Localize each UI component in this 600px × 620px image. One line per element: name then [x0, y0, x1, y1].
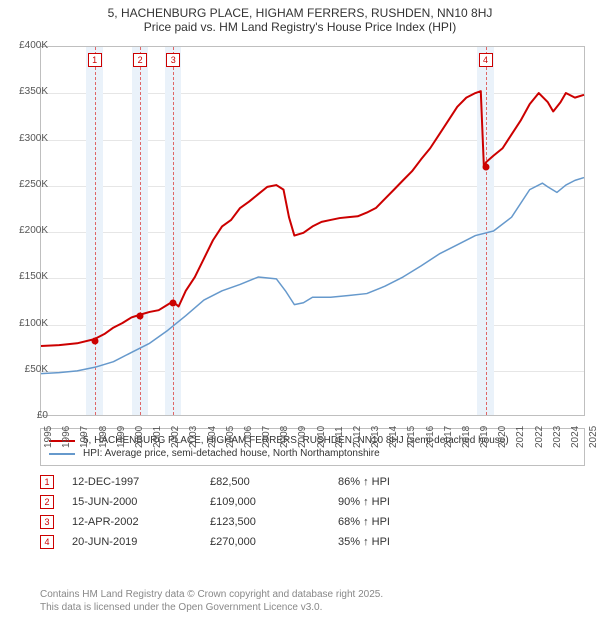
legend-row: HPI: Average price, semi-detached house,… — [49, 448, 576, 459]
sale-dot — [91, 337, 98, 344]
sales-row-price: £123,500 — [210, 516, 320, 528]
sales-row: 4 20-JUN-2019 £270,000 35% ↑ HPI — [40, 532, 585, 552]
sale-dot — [170, 299, 177, 306]
x-axis-label: 2016 — [425, 426, 436, 448]
sales-row-hpi: 35% ↑ HPI — [338, 536, 458, 548]
y-axis-label: £350K — [4, 86, 48, 97]
chart-lines — [41, 47, 584, 415]
sales-row-date: 20-JUN-2019 — [72, 536, 192, 548]
series-hpi — [41, 178, 584, 374]
footer-line-2: This data is licensed under the Open Gov… — [40, 601, 383, 614]
sales-row: 3 12-APR-2002 £123,500 68% ↑ HPI — [40, 512, 585, 532]
sales-row-index: 2 — [40, 495, 54, 509]
y-axis-label: £50K — [4, 364, 48, 375]
x-axis-label: 2008 — [279, 426, 290, 448]
sale-dot — [137, 313, 144, 320]
sale-marker-box: 3 — [166, 53, 180, 67]
x-axis-label: 2014 — [388, 426, 399, 448]
x-axis-label: 2024 — [570, 426, 581, 448]
sales-table: 1 12-DEC-1997 £82,500 86% ↑ HPI 2 15-JUN-2000… — [40, 472, 585, 552]
x-axis-label: 2009 — [297, 426, 308, 448]
x-axis-label: 1999 — [116, 426, 127, 448]
chart-plot-area: 1 2 3 4 — [40, 46, 585, 416]
sales-row-date: 12-APR-2002 — [72, 516, 192, 528]
sale-dot — [482, 164, 489, 171]
x-axis-label: 2004 — [207, 426, 218, 448]
y-axis-label: £400K — [4, 40, 48, 51]
x-axis-label: 1997 — [79, 426, 90, 448]
x-axis-label: 2019 — [479, 426, 490, 448]
footer-line-1: Contains HM Land Registry data © Crown c… — [40, 588, 383, 601]
sales-row-hpi: 68% ↑ HPI — [338, 516, 458, 528]
x-axis-label: 2002 — [170, 426, 181, 448]
footer-attribution: Contains HM Land Registry data © Crown c… — [40, 588, 383, 614]
x-axis-label: 1995 — [43, 426, 54, 448]
x-axis-label: 2007 — [261, 426, 272, 448]
x-axis-label: 2022 — [534, 426, 545, 448]
legend-label: HPI: Average price, semi-detached house,… — [83, 448, 380, 459]
x-axis-label: 2003 — [188, 426, 199, 448]
x-axis-label: 2017 — [443, 426, 454, 448]
y-axis-label: £300K — [4, 133, 48, 144]
sales-row-index: 3 — [40, 515, 54, 529]
x-axis-label: 2000 — [134, 426, 145, 448]
x-axis-label: 2015 — [406, 426, 417, 448]
x-axis-label: 2013 — [370, 426, 381, 448]
sale-marker-box: 1 — [88, 53, 102, 67]
title-line-1: 5, HACHENBURG PLACE, HIGHAM FERRERS, RUS… — [10, 6, 590, 20]
x-axis-label: 1998 — [98, 426, 109, 448]
x-axis-label: 2023 — [552, 426, 563, 448]
sales-row-index: 1 — [40, 475, 54, 489]
x-axis-label: 1996 — [61, 426, 72, 448]
legend-swatch — [49, 453, 75, 455]
chart-title-block: 5, HACHENBURG PLACE, HIGHAM FERRERS, RUS… — [0, 0, 600, 36]
sales-row-price: £270,000 — [210, 536, 320, 548]
series-property — [41, 91, 584, 346]
sales-row: 1 12-DEC-1997 £82,500 86% ↑ HPI — [40, 472, 585, 492]
sale-marker-box: 2 — [133, 53, 147, 67]
x-axis-label: 2011 — [334, 426, 345, 448]
sales-row-price: £82,500 — [210, 476, 320, 488]
sales-row-price: £109,000 — [210, 496, 320, 508]
sales-row-index: 4 — [40, 535, 54, 549]
x-axis-label: 2025 — [588, 426, 599, 448]
x-axis-label: 2012 — [352, 426, 363, 448]
sales-row: 2 15-JUN-2000 £109,000 90% ↑ HPI — [40, 492, 585, 512]
y-axis-label: £150K — [4, 271, 48, 282]
y-axis-label: £250K — [4, 179, 48, 190]
sales-row-date: 12-DEC-1997 — [72, 476, 192, 488]
x-axis-label: 2001 — [152, 426, 163, 448]
y-axis-label: £100K — [4, 318, 48, 329]
sales-row-date: 15-JUN-2000 — [72, 496, 192, 508]
x-axis-label: 2021 — [515, 426, 526, 448]
sales-row-hpi: 86% ↑ HPI — [338, 476, 458, 488]
sales-row-hpi: 90% ↑ HPI — [338, 496, 458, 508]
x-axis-label: 2018 — [461, 426, 472, 448]
x-axis-label: 2010 — [316, 426, 327, 448]
sale-marker-box: 4 — [479, 53, 493, 67]
y-axis-label: £0 — [4, 410, 48, 421]
x-axis-label: 2005 — [225, 426, 236, 448]
x-axis-label: 2020 — [497, 426, 508, 448]
x-axis-label: 2006 — [243, 426, 254, 448]
y-axis-label: £200K — [4, 225, 48, 236]
title-line-2: Price paid vs. HM Land Registry's House … — [10, 20, 590, 34]
